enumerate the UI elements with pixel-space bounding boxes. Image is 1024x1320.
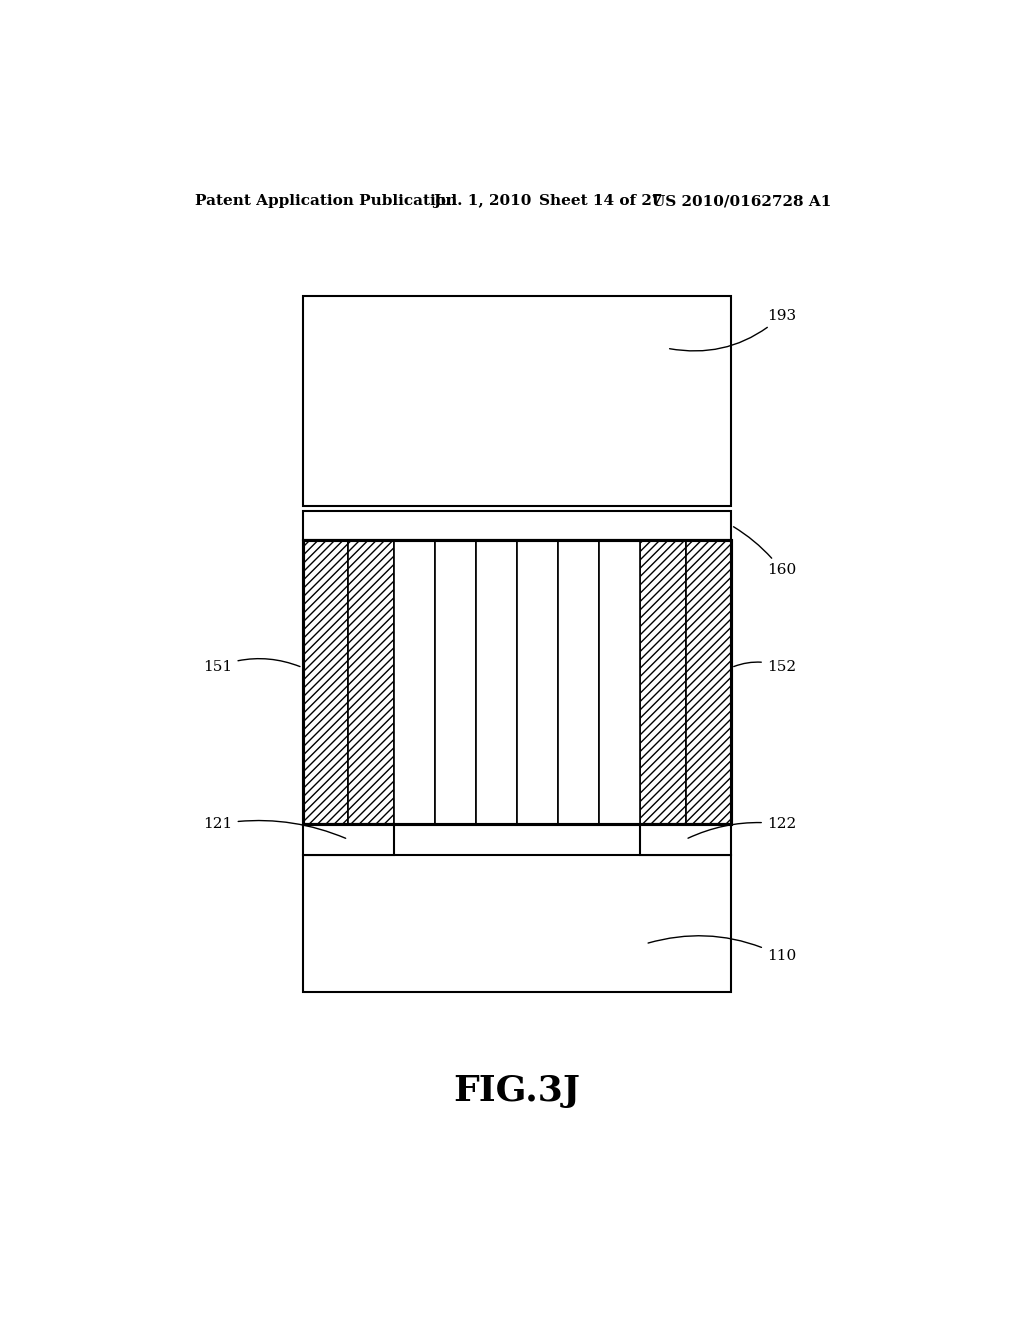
Bar	[599, 540, 640, 824]
Bar	[476, 540, 517, 824]
Bar	[640, 540, 685, 824]
Text: 121: 121	[204, 817, 346, 838]
Bar	[394, 540, 435, 824]
Bar	[685, 540, 731, 824]
Text: Sheet 14 of 27: Sheet 14 of 27	[539, 194, 663, 209]
Bar	[303, 540, 731, 824]
Text: Jul. 1, 2010: Jul. 1, 2010	[433, 194, 531, 209]
Bar	[303, 854, 731, 991]
Text: 193: 193	[670, 309, 796, 351]
Text: Patent Application Publication: Patent Application Publication	[196, 194, 458, 209]
Text: 152: 152	[734, 660, 796, 673]
Text: 110: 110	[648, 936, 796, 964]
Bar	[640, 824, 731, 854]
Bar	[558, 540, 599, 824]
Bar	[303, 296, 731, 506]
Text: 122: 122	[688, 817, 796, 838]
Bar	[303, 540, 731, 824]
Bar	[348, 540, 394, 824]
Bar	[303, 824, 394, 854]
Bar	[303, 511, 731, 540]
Text: US 2010/0162728 A1: US 2010/0162728 A1	[652, 194, 831, 209]
Bar	[517, 540, 558, 824]
Text: FIG.3J: FIG.3J	[454, 1074, 581, 1109]
Bar	[435, 540, 476, 824]
Text: 160: 160	[733, 527, 796, 577]
Text: 151: 151	[204, 659, 300, 673]
Bar	[303, 540, 348, 824]
